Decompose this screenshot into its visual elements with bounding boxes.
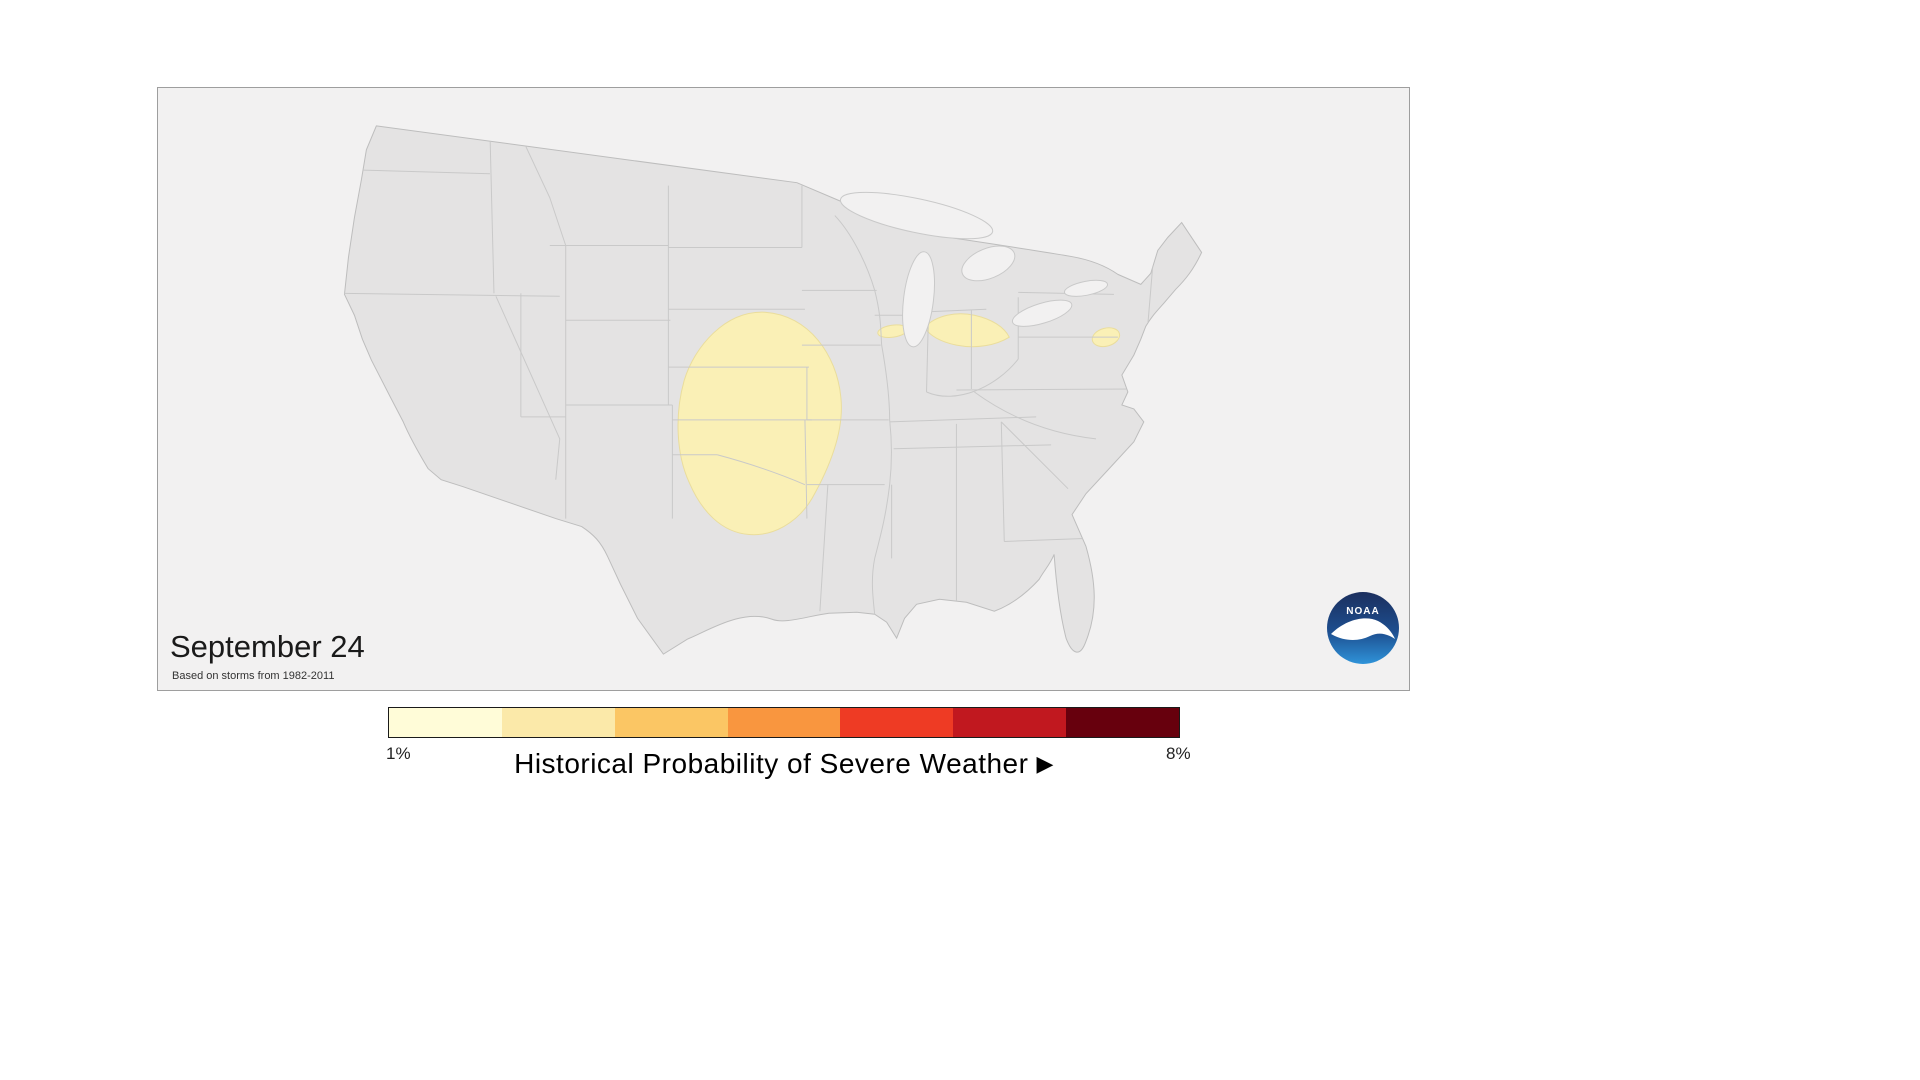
date-label: September 24 (170, 629, 365, 664)
lake-erie (1011, 299, 1073, 327)
legend-segment (614, 708, 728, 737)
probability-contours (677, 311, 1121, 536)
legend-segment (727, 708, 841, 737)
lake-huron (961, 245, 1016, 282)
contour-lower-michigan-ohio (923, 313, 1010, 348)
legend-min-label: 1% (386, 744, 411, 763)
legend-segment (501, 708, 615, 737)
legend-max-label: 8% (1166, 744, 1191, 763)
source-note: Based on storms from 1982-2011 (172, 670, 335, 682)
lake-michigan (902, 251, 935, 348)
legend-segment (953, 708, 1067, 737)
legend-title-text: Historical Probability of Severe Weather (514, 748, 1029, 779)
great-lakes (839, 191, 1109, 348)
legend-segment (389, 708, 502, 737)
play-arrow-icon: ▶ (1036, 751, 1054, 776)
noaa-logo-text: NOAA (1346, 606, 1379, 617)
lake-superior (839, 191, 994, 240)
lake-ontario (1063, 279, 1109, 297)
noaa-logo: NOAA (1327, 592, 1399, 664)
legend-segment (840, 708, 954, 737)
severe-weather-map-panel: September 24 Based on storms from 1982-2… (157, 87, 1410, 691)
noaa-gull-icon (1331, 618, 1395, 640)
legend-segment (1066, 708, 1180, 737)
state-borders (344, 132, 1155, 615)
legend-bar (388, 707, 1180, 738)
us-map (343, 125, 1203, 655)
legend-title: Historical Probability of Severe Weather… (388, 748, 1180, 780)
contour-central-plains (677, 311, 842, 536)
